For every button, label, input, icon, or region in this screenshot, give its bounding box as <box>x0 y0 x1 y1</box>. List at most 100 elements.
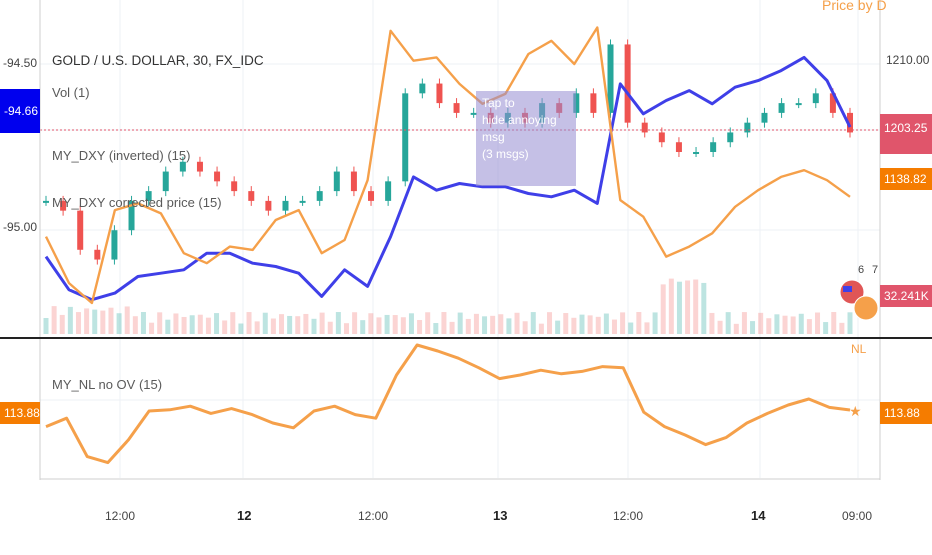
candle-4 <box>111 225 118 265</box>
badge-6: 6 <box>858 264 864 276</box>
candle-13 <box>265 195 272 216</box>
volume-bar-47 <box>425 312 431 334</box>
volume-bar-98 <box>839 322 845 334</box>
volume-bars <box>43 278 853 334</box>
candle-38 <box>693 147 700 157</box>
volume-bar-19 <box>197 314 203 334</box>
candle-25 <box>470 107 477 118</box>
msg-line-1: Tap to <box>482 96 515 110</box>
volume-bar-62 <box>547 312 553 334</box>
volume-bar-55 <box>490 315 496 334</box>
candle-34 <box>624 39 631 128</box>
candle-24 <box>453 98 460 118</box>
volume-bar-80 <box>693 279 699 334</box>
volume-bar-96 <box>823 322 829 334</box>
time-label-4: 13 <box>493 508 507 523</box>
time-label-3: 12:00 <box>358 509 388 523</box>
volume-bar-6 <box>92 309 98 334</box>
volume-bar-74 <box>644 322 650 334</box>
volume-bar-5 <box>84 308 90 334</box>
volume-bar-32 <box>303 313 309 334</box>
legend-vol[interactable]: Vol (1) <box>52 85 90 100</box>
volume-bar-10 <box>124 306 130 334</box>
flag-badges[interactable]: 6 7 <box>839 264 879 321</box>
volume-bar-95 <box>815 312 821 334</box>
volume-bar-14 <box>157 312 163 334</box>
volume-bar-25 <box>246 312 252 334</box>
right-tick-1: 1210.00 <box>886 53 930 67</box>
legend-dxy-corrected[interactable]: MY_DXY corrected price (15) <box>52 195 222 210</box>
volume-bar-73 <box>636 312 642 334</box>
volume-bar-3 <box>67 306 73 334</box>
grid-lines <box>40 0 880 478</box>
volume-bar-39 <box>360 320 366 334</box>
volume-bar-23 <box>230 312 236 334</box>
volume-bar-36 <box>335 312 341 334</box>
volume-bar-89 <box>766 318 772 334</box>
msg-line-2: hide annoying msg <box>482 113 557 144</box>
volume-bar-94 <box>806 319 812 334</box>
volume-bar-12 <box>140 312 146 334</box>
volume-bar-61 <box>538 323 544 334</box>
candle-20 <box>385 176 392 206</box>
volume-bar-68 <box>595 316 601 334</box>
candle-40 <box>727 127 734 148</box>
volume-bar-27 <box>262 312 268 334</box>
volume-bar-48 <box>433 323 439 334</box>
volume-bar-9 <box>116 313 122 334</box>
nl-tag-label: NL <box>851 342 867 356</box>
volume-bar-63 <box>555 320 561 334</box>
volume-bar-59 <box>522 321 528 334</box>
nl-line <box>45 343 851 465</box>
volume-bar-7 <box>100 310 106 334</box>
volume-bar-81 <box>701 282 707 334</box>
time-axis[interactable]: 12:00 12 12:00 13 12:00 14 09:00 <box>105 508 872 523</box>
volume-bar-82 <box>709 312 715 334</box>
volume-bar-43 <box>392 315 398 334</box>
badge-7: 7 <box>872 264 878 276</box>
volume-bar-58 <box>514 312 520 334</box>
volume-bar-65 <box>571 317 577 334</box>
right-vol-tag: 32.241K <box>880 285 932 307</box>
candle-22 <box>419 78 426 99</box>
candle-17 <box>333 166 340 197</box>
volume-bar-35 <box>327 321 333 334</box>
volume-bar-31 <box>295 316 301 334</box>
volume-bar-29 <box>279 314 285 334</box>
candle-16 <box>316 186 323 206</box>
volume-bar-71 <box>620 312 626 334</box>
legend-dxy-inverted[interactable]: MY_DXY (inverted) (15) <box>52 148 191 163</box>
time-label-7: 09:00 <box>842 509 872 523</box>
candle-12 <box>248 186 255 206</box>
volume-bar-86 <box>741 312 747 334</box>
annoying-msg-overlay[interactable]: Tap to hide annoying msg (3 msgs) <box>476 91 576 186</box>
volume-bar-2 <box>59 314 65 334</box>
nl-star-icon: ★ <box>849 403 862 419</box>
volume-bar-67 <box>587 315 593 334</box>
volume-bar-0 <box>43 318 49 334</box>
volume-bar-33 <box>311 318 317 334</box>
volume-bar-4 <box>75 312 81 334</box>
volume-bar-52 <box>465 318 471 334</box>
candle-36 <box>658 127 665 148</box>
volume-bar-44 <box>400 317 406 334</box>
volume-bar-49 <box>441 312 447 334</box>
symbol-title[interactable]: GOLD / U.S. DOLLAR, 30, FX_IDC <box>52 53 264 68</box>
volume-bar-85 <box>733 323 739 334</box>
legend-nl[interactable]: MY_NL no OV (15) <box>52 377 163 392</box>
candle-33 <box>607 39 614 118</box>
time-label-1: 12:00 <box>105 509 135 523</box>
volume-bar-70 <box>611 319 617 334</box>
candle-42 <box>761 107 768 128</box>
volume-bar-26 <box>254 321 260 334</box>
left-tick-1: -94.50 <box>3 56 37 70</box>
candle-8 <box>179 156 186 177</box>
volume-bar-1 <box>51 306 57 334</box>
volume-bar-41 <box>376 317 382 334</box>
candle-39 <box>710 137 717 157</box>
candle-14 <box>282 195 289 216</box>
left-nl-tag: 113.88 <box>0 402 40 424</box>
volume-bar-99 <box>847 312 853 334</box>
